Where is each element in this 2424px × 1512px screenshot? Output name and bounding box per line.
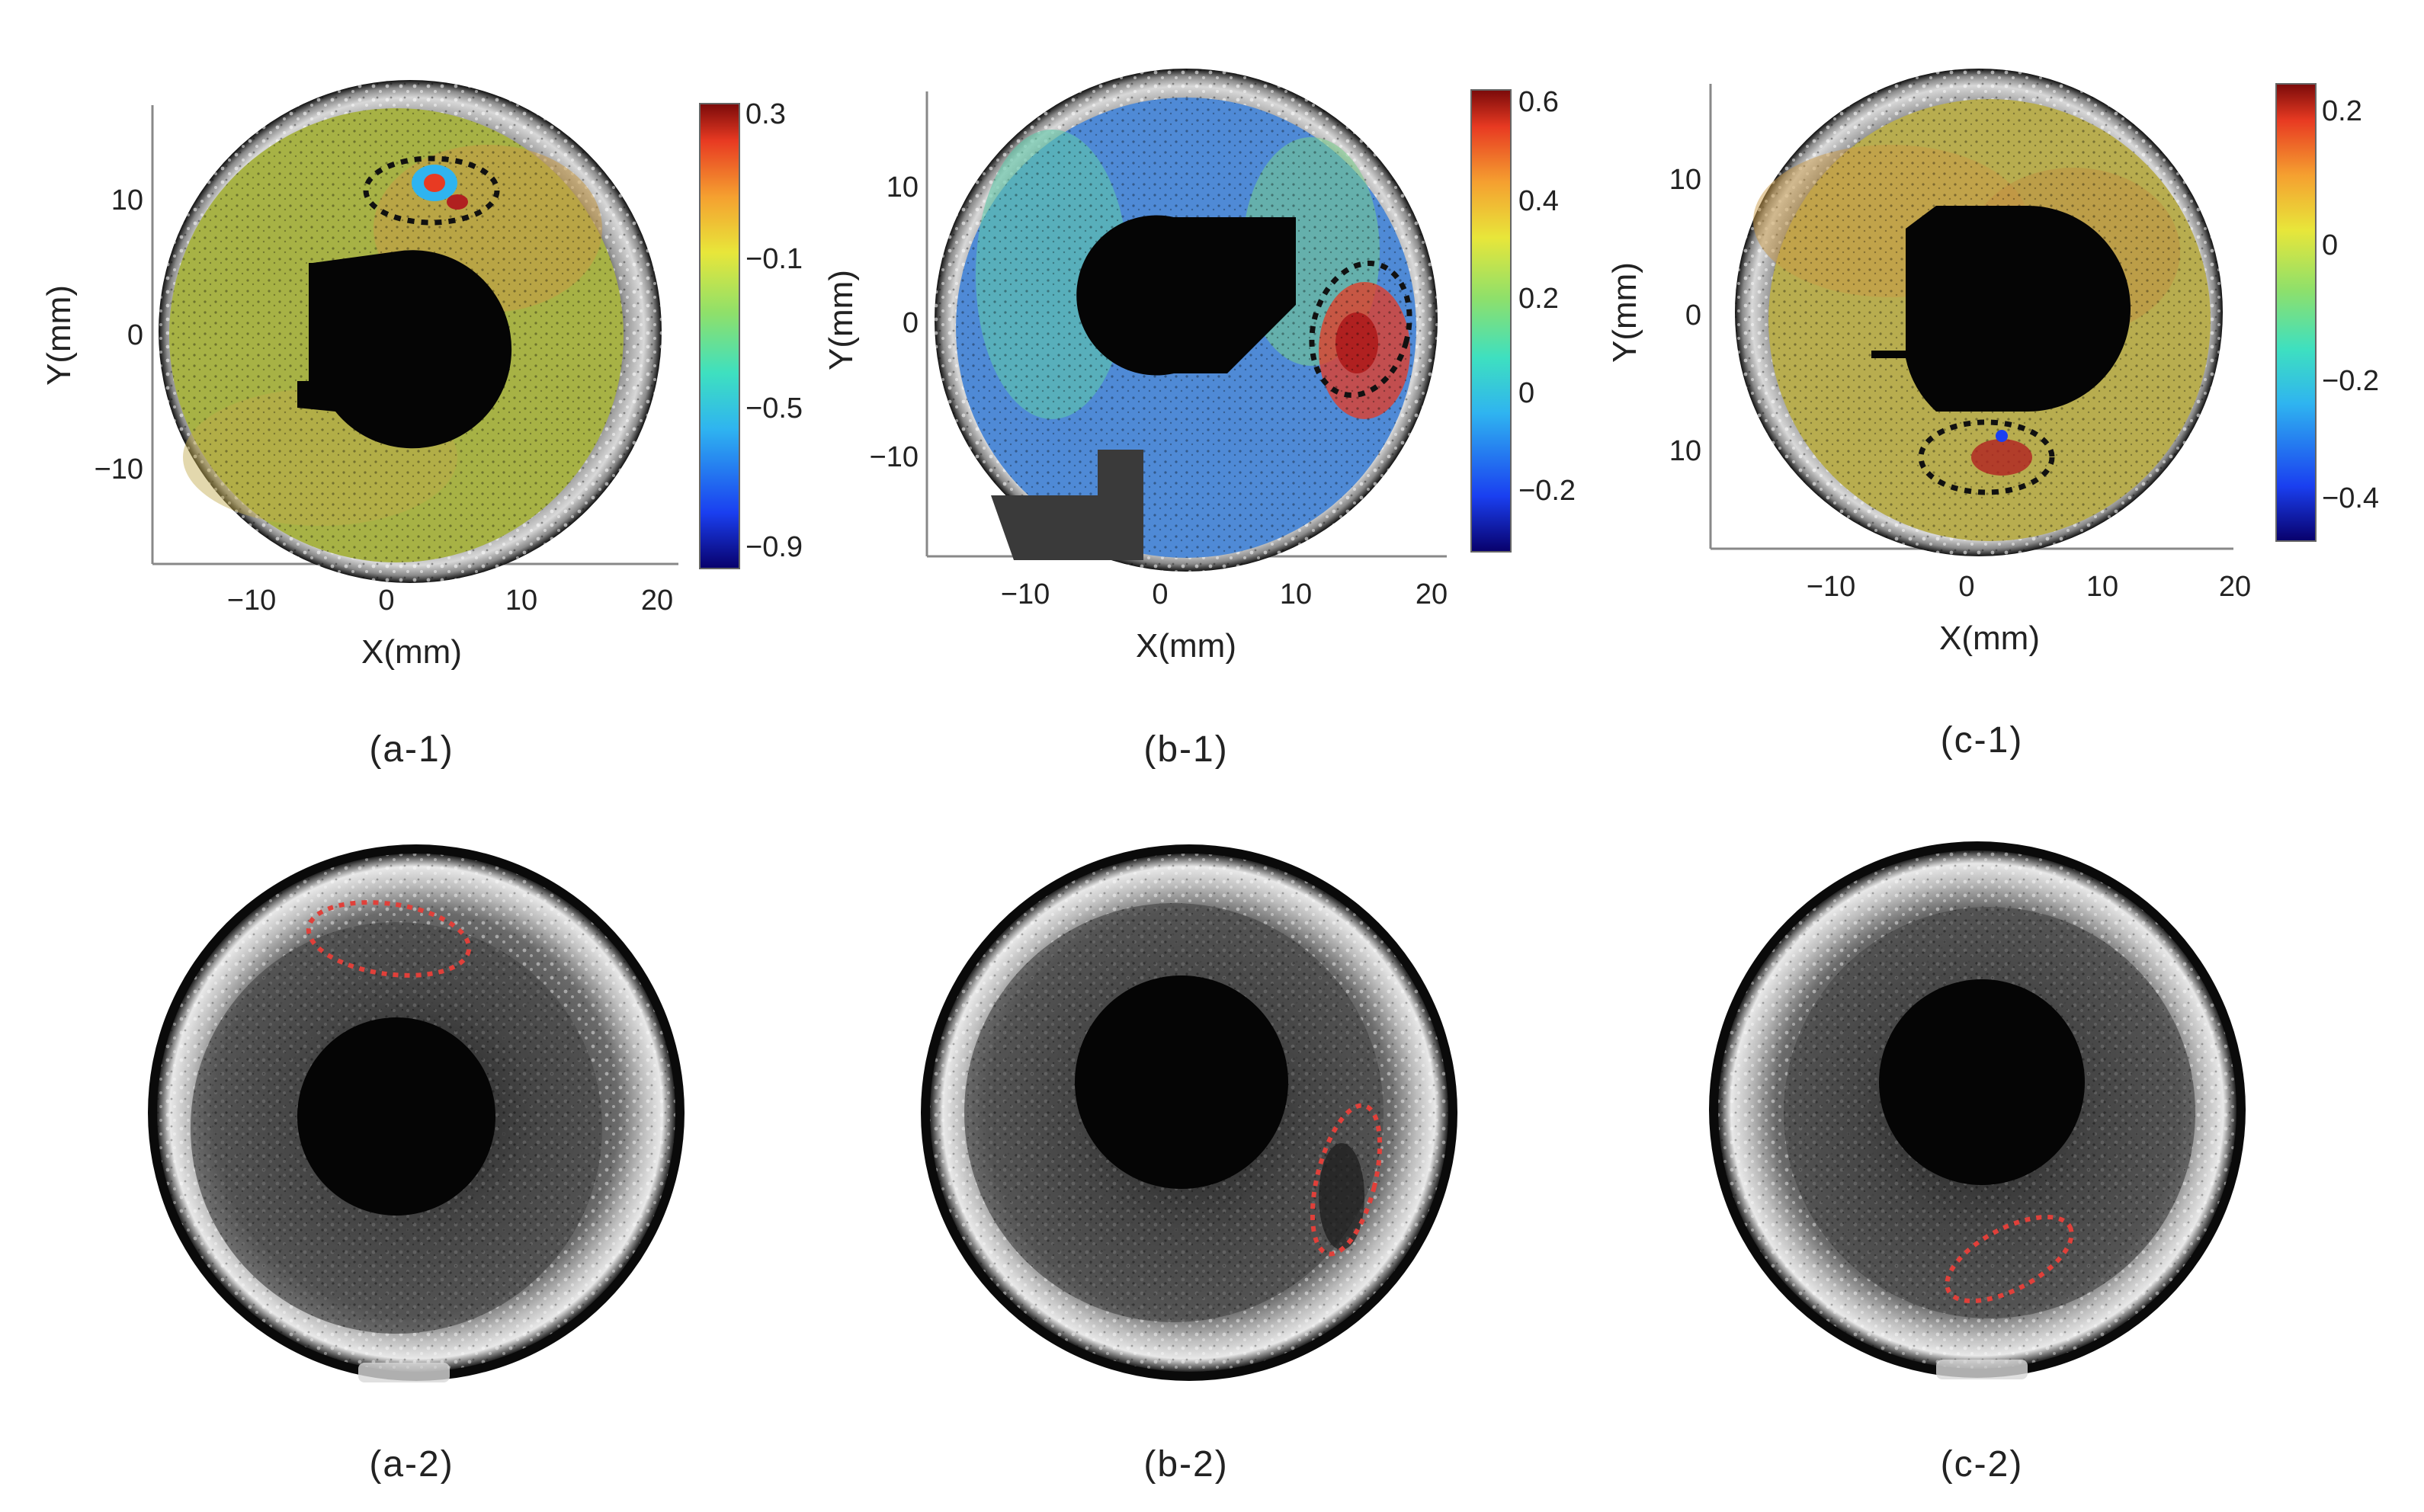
x-tick-label: 0: [1152, 578, 1168, 610]
colorbar-tick: 0.6: [1518, 86, 1559, 118]
y-axis-label: Y(mm): [1606, 262, 1643, 363]
colorbar-tick: 0: [2322, 229, 2338, 261]
panel-caption-c-1: (c-1): [1940, 720, 2024, 761]
marked-region: [1309, 260, 1412, 399]
colorbar-tick: −0.5: [745, 392, 803, 424]
marked-region: [363, 155, 500, 226]
colorbar-tick: −0.2: [1518, 475, 1576, 507]
photo-hole: [1879, 979, 2085, 1185]
central-hole: [1076, 215, 1296, 376]
photo-b-2: [921, 844, 1457, 1381]
colorbar-tick: 0.3: [745, 98, 786, 130]
y-tick-label: 10: [1669, 435, 1701, 467]
colorbar-tick: −0.1: [745, 243, 803, 275]
panel-caption-a-1: (a-1): [369, 729, 454, 770]
cutout-region: [991, 450, 1143, 560]
x-axis-label: X(mm): [361, 633, 462, 671]
panel-c-1: 10 0 10 −10 0 10 20 X(mm) Y(mm) 0.2 0 −0…: [1606, 69, 2379, 657]
x-tick-label: 20: [641, 585, 673, 617]
colorbar-tick: 0.4: [1518, 185, 1559, 217]
y-tick-label: 10: [887, 171, 919, 203]
marked-region: [1310, 1103, 1383, 1257]
y-tick-label: 0: [903, 307, 919, 339]
y-tick-label: 0: [127, 319, 143, 351]
x-tick-label: 20: [2219, 571, 2251, 603]
colorbar-tick: 0.2: [2322, 95, 2362, 127]
y-axis-label: Y(mm): [822, 270, 860, 370]
x-tick-labels: −10 0 10 20: [1001, 578, 1448, 610]
specimen-disk: [1735, 69, 2223, 556]
central-hole: [297, 250, 512, 449]
photo-hole: [1075, 975, 1288, 1189]
x-tick-label: 0: [1958, 571, 1974, 603]
specimen-disk: [935, 69, 1438, 572]
colorbar-tick: 0: [1518, 377, 1534, 409]
y-tick-labels: 10 0 10: [1669, 164, 1701, 467]
panel-b-1: 10 0 −10 −10 0 10 20 X(mm) Y(mm) 0.6 0.4…: [822, 69, 1576, 665]
x-tick-label: 10: [505, 585, 537, 617]
colorbar: 0.2 0 −0.2 −0.4: [2275, 83, 2379, 542]
x-tick-label: −10: [1001, 578, 1050, 610]
panel-caption-c-2: (c-2): [1940, 1444, 2024, 1485]
y-tick-label: 10: [1669, 164, 1701, 196]
photo-a-2: [148, 844, 685, 1382]
x-tick-label: 10: [2086, 571, 2118, 603]
x-axis-label: X(mm): [1939, 620, 2040, 657]
marked-region: [1918, 419, 2055, 495]
x-tick-label: −10: [227, 585, 276, 617]
photo-hole: [297, 1017, 495, 1216]
x-tick-labels: −10 0 10 20: [1807, 571, 2251, 603]
central-hole: [1871, 206, 2131, 412]
colorbar-tick: −0.2: [2322, 365, 2379, 397]
x-tick-label: 0: [378, 585, 394, 617]
y-tick-labels: 10 0 −10: [870, 171, 919, 473]
y-tick-label: 10: [111, 184, 143, 216]
y-tick-label: 0: [1685, 300, 1701, 332]
marked-region: [306, 900, 472, 978]
y-axis-label: Y(mm): [40, 285, 78, 386]
panel-caption-a-2: (a-2): [369, 1444, 454, 1485]
colorbar: 0.6 0.4 0.2 0 −0.2: [1470, 86, 1576, 553]
colorbar-tick: −0.9: [745, 531, 803, 563]
photo-c-2: [1709, 841, 2246, 1379]
specimen-disk: [159, 80, 662, 583]
x-tick-label: −10: [1807, 571, 1855, 603]
panel-caption-b-2: (b-2): [1143, 1444, 1229, 1485]
marked-region: [1945, 1214, 2074, 1304]
x-axis-label: X(mm): [1136, 627, 1236, 665]
panel-a-1: 10 0 −10 −10 0 10 20 X(mm) Y(mm) 0.3 −0.…: [40, 80, 803, 671]
y-tick-label: −10: [95, 453, 143, 485]
colorbar-tick: −0.4: [2322, 482, 2379, 514]
y-tick-label: −10: [870, 441, 919, 473]
x-tick-label: 10: [1280, 578, 1312, 610]
x-tick-label: 20: [1416, 578, 1448, 610]
x-tick-labels: −10 0 10 20: [227, 585, 673, 617]
panel-caption-b-1: (b-1): [1143, 729, 1229, 770]
y-tick-labels: 10 0 −10: [95, 184, 143, 485]
colorbar-tick: 0.2: [1518, 283, 1559, 315]
colorbar: 0.3 −0.1 −0.5 −0.9: [699, 98, 803, 569]
